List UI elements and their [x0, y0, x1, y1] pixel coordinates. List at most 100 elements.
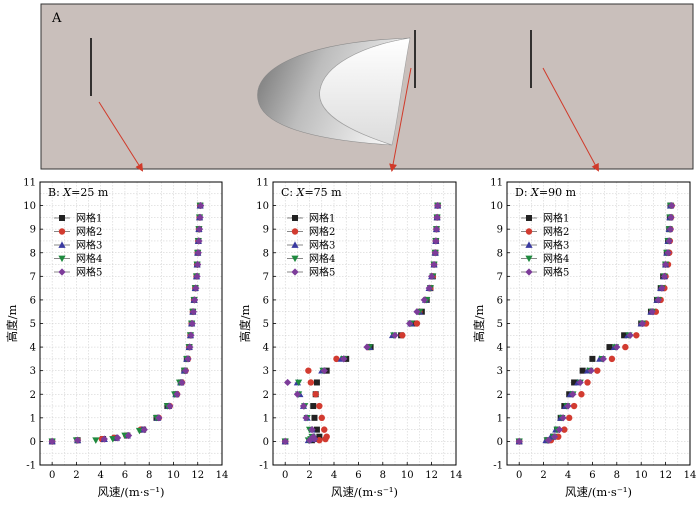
data-point — [178, 378, 186, 387]
legend-label: 网格1 — [76, 212, 102, 225]
data-point — [569, 390, 577, 398]
legend-label: 网格4 — [309, 252, 335, 265]
data-point — [188, 319, 196, 328]
data-point — [299, 402, 308, 410]
chart-title-suffix: =25 m — [71, 186, 109, 199]
x-tick-label: 8 — [380, 470, 386, 481]
data-point — [114, 434, 122, 442]
data-point — [155, 414, 163, 422]
data-point — [667, 213, 675, 221]
legend-marker — [58, 241, 66, 248]
data-point — [430, 260, 438, 269]
legend-label: 网格3 — [543, 239, 569, 252]
data-point — [410, 320, 417, 327]
data-point — [584, 379, 591, 386]
x-tick-label: 8 — [614, 470, 620, 481]
data-point — [302, 414, 310, 422]
y-axis-label: 高度/m — [238, 305, 252, 343]
data-point — [420, 296, 428, 304]
y-tick-label: 2 — [263, 390, 269, 401]
chart-b: 0 2 4 6 8 10 12 14-101234567891011风速/(m·s⁻¹)高度/… — [5, 178, 228, 500]
x-tick-label: 2 — [306, 470, 312, 481]
panel-a-schematic: A — [40, 3, 694, 172]
data-point — [564, 402, 572, 410]
y-tick-label: 11 — [490, 178, 503, 189]
y-tick-label: 0 — [497, 437, 503, 448]
y-tick-label: 6 — [30, 295, 36, 306]
data-point — [654, 296, 662, 304]
data-point — [281, 437, 289, 446]
data-point — [550, 433, 559, 441]
data-point — [192, 284, 200, 292]
data-point — [363, 343, 371, 351]
legend-label: 网格4 — [76, 252, 102, 265]
data-point — [599, 355, 607, 363]
y-tick-label: 6 — [263, 295, 269, 306]
data-point — [433, 213, 441, 221]
legend-marker — [526, 215, 532, 221]
data-point — [431, 249, 439, 257]
data-point — [194, 249, 202, 257]
legend-label: 网格5 — [543, 266, 569, 279]
data-point — [323, 433, 330, 440]
legend-label: 网格2 — [76, 225, 102, 238]
y-tick-label: 7 — [497, 272, 503, 283]
legend-label: 网格5 — [76, 266, 102, 279]
data-point — [284, 378, 292, 387]
data-point — [665, 237, 673, 245]
data-point — [48, 437, 56, 446]
y-tick-label: 4 — [263, 343, 269, 354]
series-5 — [281, 201, 442, 446]
data-point — [561, 426, 568, 433]
data-point — [613, 343, 621, 351]
x-tick-label: 6 — [122, 470, 128, 481]
legend-label: 网格4 — [543, 252, 569, 265]
data-point — [311, 414, 318, 421]
y-tick-label: 11 — [23, 178, 36, 189]
y-tick-label: 3 — [30, 366, 36, 377]
y-tick-label: 0 — [263, 437, 269, 448]
legend-marker — [58, 228, 66, 235]
chart-title-suffix: =75 m — [304, 186, 342, 199]
legend-label: 网格3 — [309, 239, 335, 252]
legend-label: 网格1 — [543, 212, 569, 225]
legend-marker — [525, 255, 533, 263]
data-point — [662, 260, 670, 269]
y-axis-label: 高度/m — [5, 305, 19, 343]
chart-d: 0 2 4 6 8 10 12 14-101234567891011风速/(m·s⁻¹)高度/… — [472, 178, 696, 500]
y-tick-label: 5 — [497, 319, 503, 330]
data-point — [570, 402, 578, 410]
legend-label: 网格1 — [309, 212, 335, 225]
data-point — [321, 426, 328, 433]
series-5 — [515, 201, 676, 446]
legend-label: 网格2 — [543, 225, 569, 238]
legend-marker — [291, 241, 299, 248]
legend-marker — [291, 255, 299, 263]
data-point — [576, 378, 584, 387]
arrow-to-panel-d — [542, 67, 599, 172]
data-point — [608, 355, 616, 363]
data-point — [191, 296, 199, 304]
y-tick-label: 3 — [263, 366, 269, 377]
x-tick-label: 12 — [659, 470, 672, 481]
data-point — [312, 391, 319, 398]
data-point — [428, 272, 436, 280]
data-point — [340, 355, 348, 363]
y-tick-label: 8 — [30, 248, 36, 259]
chart-title-var: X — [530, 186, 540, 199]
data-point — [413, 320, 421, 327]
data-point — [664, 249, 672, 257]
data-point — [566, 414, 573, 422]
data-point — [638, 319, 647, 328]
y-tick-label: 8 — [263, 248, 269, 259]
data-point — [555, 433, 562, 440]
data-point — [318, 414, 325, 422]
data-point — [555, 426, 564, 434]
x-tick-label: 10 — [635, 470, 648, 481]
legend-marker — [292, 215, 298, 221]
y-tick-label: 4 — [497, 343, 503, 354]
y-tick-label: 2 — [497, 390, 503, 401]
legend-marker — [59, 215, 65, 221]
data-point — [194, 260, 202, 269]
